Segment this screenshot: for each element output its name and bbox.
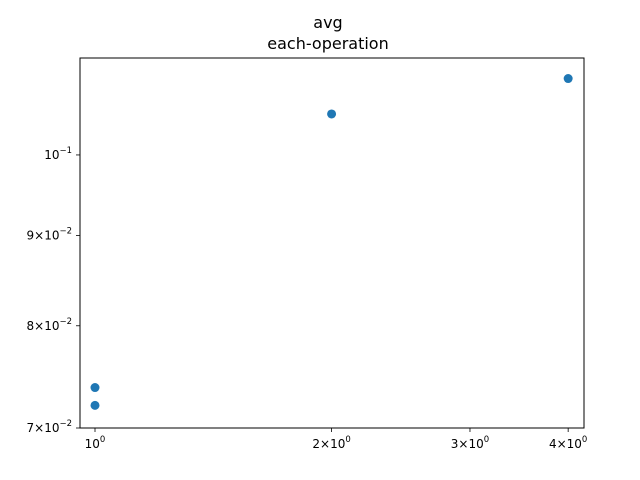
data-point bbox=[90, 383, 100, 393]
x-tick-label-exponent: 0 bbox=[484, 435, 489, 445]
x-tick-label-base: 10 bbox=[85, 437, 100, 451]
chart-title: avg bbox=[313, 13, 342, 32]
x-tick-label: 100 bbox=[85, 435, 106, 451]
x-tick-label-base: 4×10 bbox=[549, 437, 582, 451]
x-tick-label-base: 2×10 bbox=[312, 437, 345, 451]
x-tick-label-exponent: 0 bbox=[582, 435, 587, 445]
y-axis: 7×10−28×10−29×10−210−1 bbox=[27, 146, 80, 435]
data-points bbox=[90, 74, 573, 410]
y-tick-label-base: 8×10 bbox=[27, 319, 60, 333]
data-point bbox=[90, 400, 100, 410]
plot-area bbox=[79, 57, 585, 429]
x-tick-label-exponent: 0 bbox=[345, 435, 350, 445]
x-tick-label: 3×100 bbox=[451, 435, 489, 451]
x-tick-label: 4×100 bbox=[549, 435, 587, 451]
x-tick-label-exponent: 0 bbox=[100, 435, 105, 445]
data-point bbox=[327, 109, 337, 119]
y-tick-label: 10−1 bbox=[44, 146, 72, 162]
y-tick-label-exponent: −2 bbox=[59, 317, 72, 327]
y-tick-label-base: 9×10 bbox=[27, 229, 60, 243]
chart-subtitle: each-operation bbox=[267, 34, 388, 53]
y-tick-label-exponent: −2 bbox=[59, 227, 72, 237]
y-tick-label: 8×10−2 bbox=[27, 317, 73, 333]
data-point bbox=[563, 74, 573, 84]
x-tick-label-base: 3×10 bbox=[451, 437, 484, 451]
y-tick-label: 7×10−2 bbox=[27, 419, 73, 435]
y-tick-label: 9×10−2 bbox=[27, 227, 73, 243]
y-tick-label-exponent: −1 bbox=[59, 146, 72, 156]
x-axis: 100 2×100 3×100 4×100 bbox=[85, 428, 587, 451]
y-tick-label-base: 10 bbox=[44, 148, 59, 162]
y-tick-label-base: 7×10 bbox=[27, 421, 60, 435]
x-tick-label: 2×100 bbox=[312, 435, 350, 451]
y-tick-label-exponent: −2 bbox=[59, 419, 72, 429]
